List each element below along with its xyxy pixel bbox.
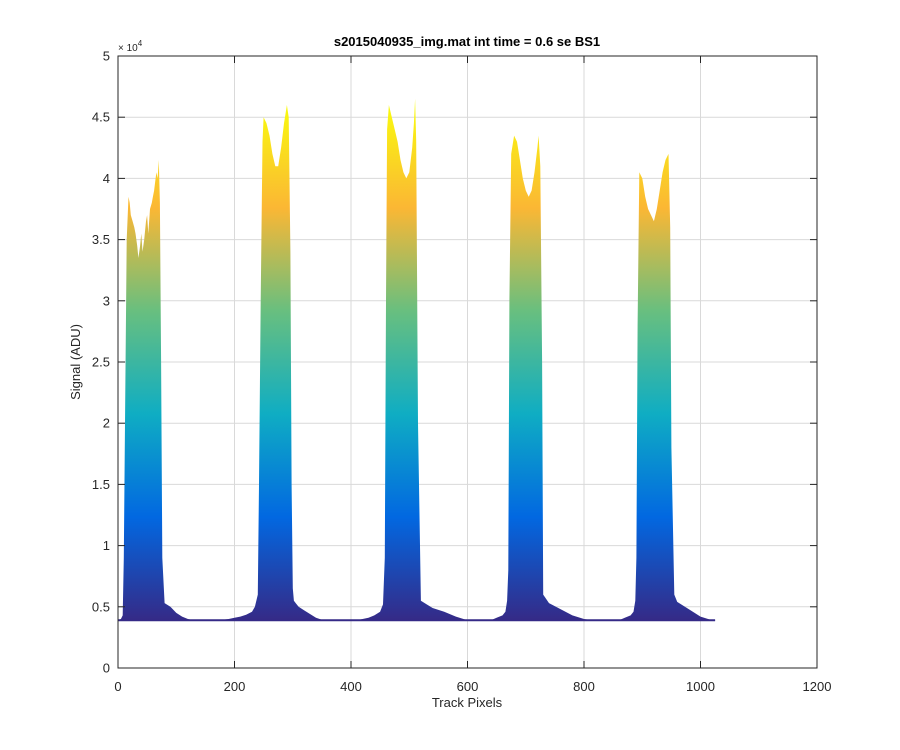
x-tick-label-0: 0 <box>114 679 121 694</box>
x-tick-label-6: 1200 <box>803 679 832 694</box>
chart-title: s2015040935_img.mat int time = 0.6 se BS… <box>334 34 600 49</box>
series-area-0 <box>118 98 716 621</box>
y-tick-label-8: 4 <box>103 171 110 186</box>
x-tick-label-3: 600 <box>457 679 479 694</box>
area-layer <box>118 98 716 622</box>
y-tick-label-4: 2 <box>103 416 110 431</box>
x-axis-label: Track Pixels <box>432 695 503 710</box>
x-tick-label-4: 800 <box>573 679 595 694</box>
y-tick-label-0: 0 <box>103 661 110 676</box>
x-tick-label-5: 1000 <box>686 679 715 694</box>
x-tick-labels: 0 200 400 600 800 1000 1200 <box>114 679 831 694</box>
y-tick-label-6: 3 <box>103 293 110 308</box>
y-tick-label-5: 2.5 <box>92 355 110 370</box>
y-tick-label-2: 1 <box>103 538 110 553</box>
y-tick-label-10: 5 <box>103 49 110 64</box>
x-tick-label-2: 400 <box>340 679 362 694</box>
y-tick-label-3: 1.5 <box>92 477 110 492</box>
y-tick-label-9: 4.5 <box>92 110 110 125</box>
y-axis-label: Signal (ADU) <box>68 324 83 400</box>
y-tick-label-1: 0.5 <box>92 599 110 614</box>
y-tick-label-7: 3.5 <box>92 232 110 247</box>
x-tick-label-1: 200 <box>224 679 246 694</box>
ticks <box>117 55 818 669</box>
y-tick-labels: 0 0.5 1 1.5 2 2.5 3 3.5 4 4.5 5 <box>92 49 110 676</box>
y-exponent: × 104 <box>118 39 143 54</box>
y-exponent-base: × 10 <box>118 43 138 54</box>
y-exponent-power: 4 <box>138 39 143 48</box>
grid <box>118 56 817 668</box>
